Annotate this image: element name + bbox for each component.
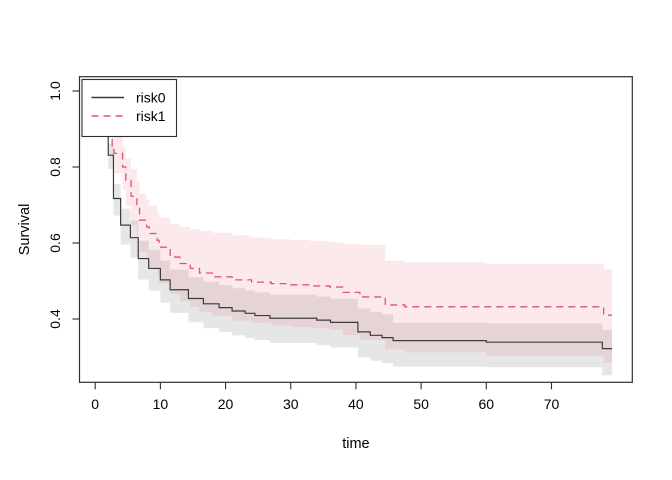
x-axis-title: time [342, 436, 369, 452]
x-tick-label: 30 [283, 396, 299, 412]
survival-curves-layer [107, 90, 613, 350]
x-tick-label: 60 [479, 396, 495, 412]
x-tick-label: 0 [91, 396, 99, 412]
legend-label-risk1: risk1 [136, 108, 166, 124]
confidence-band-risk1 [112, 130, 613, 363]
x-tick-label: 40 [348, 396, 364, 412]
survival-curve-risk1 [111, 90, 613, 316]
x-tick-label: 70 [544, 396, 560, 412]
x-tick-label: 50 [413, 396, 429, 412]
confidence-bands-layer [108, 130, 613, 376]
y-axis-title: Survival [17, 204, 33, 256]
survival-curve-risk0 [107, 90, 613, 350]
y-tick-label: 0.6 [47, 233, 63, 253]
confidence-band-risk0 [108, 143, 613, 376]
axes-layer: 0 10 20 30 40 50 60 70 0.4 0.6 0.8 1.0 time Survival [17, 81, 559, 452]
legend-box [81, 78, 178, 138]
y-tick-label: 1.0 [47, 81, 63, 101]
legend-label-risk0: risk0 [136, 90, 166, 106]
x-tick-label: 20 [218, 396, 234, 412]
legend-layer: risk0 risk1 [81, 78, 178, 138]
x-tick-label: 10 [153, 396, 169, 412]
y-tick-label: 0.4 [47, 309, 63, 329]
y-tick-label: 0.8 [47, 157, 63, 177]
